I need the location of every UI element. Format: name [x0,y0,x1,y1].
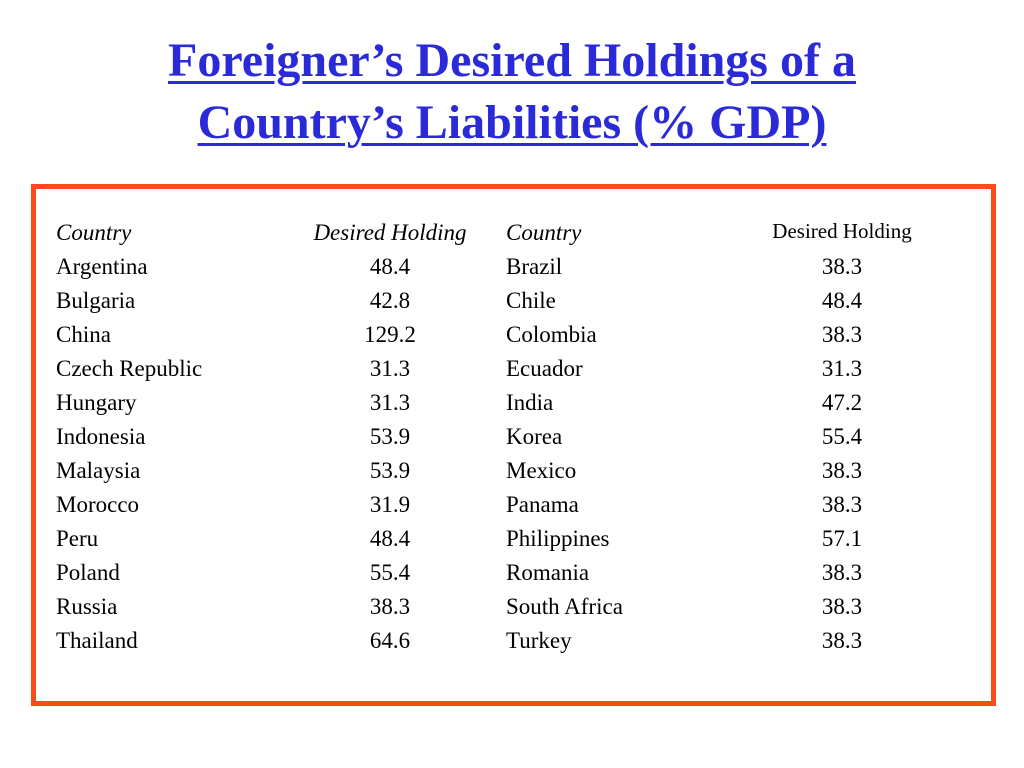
table-row: Indonesia 53.9 Korea 55.4 [56,420,956,454]
header-country-left: Country [56,220,132,245]
country-right-cell: South Africa [506,594,623,619]
holding-left-cell: 55.4 [369,560,411,585]
holding-right-cell: 38.3 [821,458,863,483]
country-right-cell: Mexico [506,458,577,483]
country-left-cell: Czech Republic [56,356,203,381]
holding-right-cell: 38.3 [821,628,863,653]
country-left-cell: Peru [56,526,99,551]
table-frame [31,184,996,706]
holding-right-cell: 47.2 [821,390,863,415]
country-right-cell: Korea [506,424,563,449]
holding-left-cell: 48.4 [369,254,411,279]
slide-title-line-2: Country’s Liabilities (% GDP) [197,96,827,149]
table-row: Thailand 64.6 Turkey 38.3 [56,624,956,658]
holding-right-cell: 38.3 [821,322,863,347]
table-row: Peru 48.4 Philippines 57.1 [56,522,956,556]
country-left-cell: Malaysia [56,458,141,483]
holding-left-cell: 53.9 [369,424,411,449]
table-row: Morocco 31.9 Panama 38.3 [56,488,956,522]
country-left-cell: Indonesia [56,424,146,449]
holding-right-cell: 48.4 [821,288,863,313]
holding-right-cell: 38.3 [821,560,863,585]
country-left-cell: Hungary [56,390,137,415]
table-row: China 129.2 Colombia 38.3 [56,318,956,352]
country-right-cell: Panama [506,492,579,517]
slide-title: Foreigner’s Desired Holdings of a Countr… [0,30,1024,154]
holding-left-cell: 38.3 [369,594,411,619]
holding-right-cell: 38.3 [821,594,863,619]
holding-right-cell: 31.3 [821,356,863,381]
holding-right-cell: 55.4 [821,424,863,449]
country-left-cell: Argentina [56,254,148,279]
holding-right-cell: 57.1 [821,526,863,551]
table-body: Argentina 48.4 Brazil 38.3 Bulgaria 42.8 Chile… [56,250,956,658]
country-left-cell: Bulgaria [56,288,136,313]
country-left-cell: China [56,322,111,347]
country-left-cell: Poland [56,560,120,585]
country-left-cell: Thailand [56,628,138,653]
country-right-cell: Romania [506,560,590,585]
country-right-cell: Brazil [506,254,563,279]
table-row: Russia 38.3 South Africa 38.3 [56,590,956,624]
country-left-cell: Morocco [56,492,140,517]
country-right-cell: Turkey [506,628,572,653]
table-row: Poland 55.4 Romania 38.3 [56,556,956,590]
holding-left-cell: 31.9 [369,492,411,517]
holdings-table: Country Desired Holding Country Desired … [56,216,956,658]
table-row: Argentina 48.4 Brazil 38.3 [56,250,956,284]
country-left-cell: Russia [56,594,118,619]
table-row: Czech Republic 31.3 Ecuador 31.3 [56,352,956,386]
holding-left-cell: 31.3 [369,356,411,381]
holding-left-cell: 31.3 [369,390,411,415]
holding-left-cell: 64.6 [369,628,411,653]
header-country-right: Country [506,220,582,245]
holding-right-cell: 38.3 [821,254,863,279]
country-right-cell: Chile [506,288,556,313]
header-holding-left: Desired Holding [313,220,467,245]
table-row: Bulgaria 42.8 Chile 48.4 [56,284,956,318]
holding-left-cell: 42.8 [369,288,411,313]
country-right-cell: India [506,390,554,415]
holding-left-cell: 129.2 [364,322,416,347]
holding-left-cell: 48.4 [369,526,411,551]
country-right-cell: Colombia [506,322,597,347]
country-right-cell: Philippines [506,526,610,551]
header-holding-right: Desired Holding [772,219,912,243]
table-row: Malaysia 53.9 Mexico 38.3 [56,454,956,488]
table-row: Hungary 31.3 India 47.2 [56,386,956,420]
holding-left-cell: 53.9 [369,458,411,483]
slide-title-line-1: Foreigner’s Desired Holdings of a [168,34,856,87]
table-header-row: Country Desired Holding Country Desired … [56,216,956,250]
holding-right-cell: 38.3 [821,492,863,517]
country-right-cell: Ecuador [506,356,583,381]
